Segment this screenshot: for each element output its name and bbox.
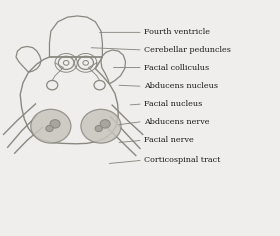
Circle shape <box>31 109 71 143</box>
Text: Cerebellar peduncles: Cerebellar peduncles <box>144 46 231 54</box>
Text: Corticospinal tract: Corticospinal tract <box>144 156 221 164</box>
Circle shape <box>100 120 110 128</box>
Text: Facial nucleus: Facial nucleus <box>144 100 202 108</box>
Text: Facial colliculus: Facial colliculus <box>144 63 209 72</box>
Text: Facial nerve: Facial nerve <box>144 136 194 144</box>
Text: Fourth ventricle: Fourth ventricle <box>144 28 210 36</box>
Circle shape <box>95 126 102 132</box>
Circle shape <box>46 126 53 132</box>
Text: Abducens nucleus: Abducens nucleus <box>144 82 218 90</box>
Circle shape <box>81 109 121 143</box>
Circle shape <box>50 120 60 128</box>
Text: Abducens nerve: Abducens nerve <box>144 118 210 126</box>
